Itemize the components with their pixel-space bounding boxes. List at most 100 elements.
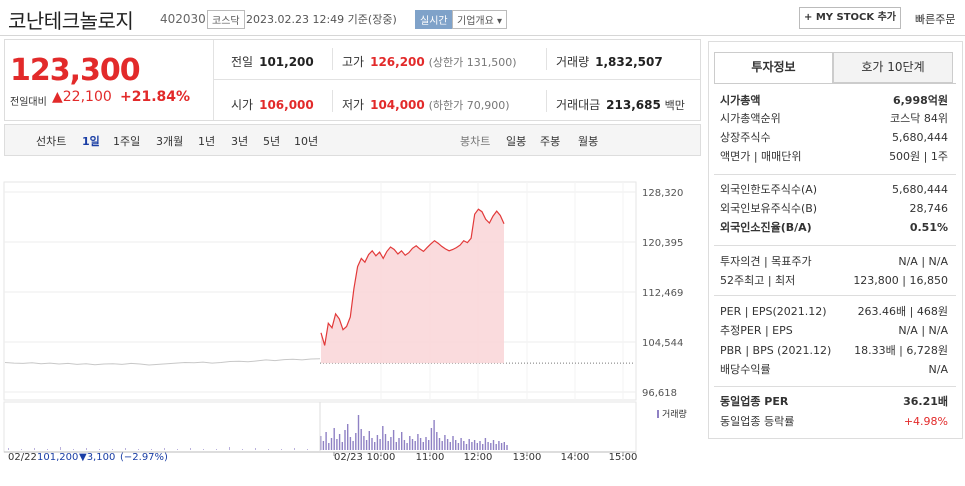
- volume-bar: [476, 443, 478, 450]
- range-tab-1d[interactable]: 1일: [82, 135, 100, 148]
- divider: [332, 90, 333, 112]
- volume-bar: [34, 448, 35, 450]
- range-tab-10y[interactable]: 10년: [294, 135, 319, 148]
- upper-limit: (상한가 131,500): [428, 56, 517, 69]
- stock-name: 코난테크놀로지: [8, 9, 134, 33]
- open: 시가 106,000: [231, 96, 314, 113]
- volume-bar: [395, 442, 397, 450]
- volume-bar: [449, 442, 451, 450]
- low: 저가 104,000 (하한가 70,900): [342, 96, 510, 113]
- low-value: 104,000: [370, 98, 425, 112]
- volume-bar: [506, 445, 508, 450]
- info-row-value: 18.33배 | 6,728원: [854, 344, 948, 357]
- volume-bar: [460, 438, 462, 450]
- change-value: ▲22,100: [52, 89, 112, 105]
- low-label: 저가: [342, 98, 365, 112]
- info-row: 시가총액순위 코스닥 84위: [720, 110, 948, 128]
- info-row: 추정PER | EPS N/A | N/A: [720, 322, 948, 340]
- volume-bar: [406, 443, 408, 450]
- info-row: 액면가 | 매매단위 500원 | 1주: [720, 148, 948, 166]
- info-row-label: PER | EPS(2021.12): [720, 305, 827, 318]
- high-value: 126,200: [370, 55, 425, 69]
- info-row: 52주최고 | 최저 123,800 | 16,850: [720, 272, 948, 290]
- volume-bar: [433, 420, 435, 450]
- range-tab-1y[interactable]: 1년: [198, 135, 216, 148]
- volume-bar: [425, 437, 427, 450]
- stock-header: [0, 0, 965, 36]
- trade-value: 거래대금 213,685 백만: [556, 96, 685, 113]
- volume-bar: [409, 436, 411, 450]
- volume-bar: [352, 441, 354, 450]
- volume-bar: [422, 442, 424, 450]
- volume-bar: [490, 443, 492, 450]
- info-row-value: 28,746: [909, 202, 949, 215]
- divider: [714, 386, 956, 387]
- x-tick-label: 11:00: [416, 452, 445, 463]
- volume-bar: [417, 434, 419, 450]
- y-tick-label: 96,618: [642, 388, 677, 399]
- volume-bar: [498, 441, 500, 450]
- x-tick-label: 12:00: [464, 452, 493, 463]
- volume-bar: [322, 441, 325, 450]
- line-chart-label: 선차트: [36, 135, 67, 148]
- info-row: PER | EPS(2021.12) 263.46배 | 468원: [720, 303, 948, 321]
- info-row-label: 외국인소진율(B/A): [720, 221, 812, 234]
- volume-bar: [242, 449, 243, 450]
- info-row-value: 코스닥 84위: [890, 112, 948, 125]
- realtime-button[interactable]: 실시간: [415, 10, 453, 29]
- volume-bar: [355, 433, 357, 450]
- volume-bar: [446, 439, 449, 450]
- info-row: 동일업종 PER 36.21배: [720, 393, 948, 411]
- tab-invest-info[interactable]: 투자정보: [714, 52, 833, 83]
- volume-bar: [344, 430, 346, 450]
- add-mystock-button[interactable]: + MY STOCK 추가: [799, 7, 901, 29]
- volume-bar: [463, 441, 465, 450]
- x-tick-label: 13:00: [513, 452, 542, 463]
- volume-bar: [216, 449, 217, 450]
- range-tab-3y[interactable]: 3년: [231, 135, 249, 148]
- x-tick-label: 02/23: [334, 452, 363, 463]
- divider: [714, 295, 956, 296]
- quick-order-link[interactable]: 빠른주문: [915, 13, 956, 26]
- divider: [332, 48, 333, 70]
- volume-bar: [371, 438, 373, 450]
- current-price: 123,300: [10, 53, 141, 88]
- info-row-value: 36.21배: [903, 395, 948, 408]
- volume-bar: [125, 448, 126, 450]
- volume-bar: [151, 449, 152, 450]
- price-chart: 128,320 120,395 112,469 104,544 96,618 거래량 0…: [3, 181, 687, 463]
- volume-bar: [430, 428, 433, 450]
- range-tab-5y[interactable]: 5년: [263, 135, 281, 148]
- info-row: 시가총액 6,998억원: [720, 92, 948, 110]
- info-row-label: 추정PER | EPS: [720, 324, 793, 337]
- tab-underline: [714, 83, 956, 84]
- volume-bar: [428, 440, 430, 450]
- info-row: 투자의견 | 목표주가 N/A | N/A: [720, 253, 948, 271]
- price-line: [320, 208, 505, 346]
- volume-bar: [349, 437, 352, 450]
- candle-tab-monthly[interactable]: 월봉: [578, 135, 599, 148]
- volume-bar: [492, 440, 495, 450]
- volume-bar: [503, 442, 505, 450]
- volume-bar: [487, 442, 489, 450]
- divider: [714, 174, 956, 175]
- volume-bar: [341, 442, 343, 450]
- candle-tab-weekly[interactable]: 주봉: [540, 135, 561, 148]
- info-row-label: 투자의견 | 목표주가: [720, 255, 812, 268]
- info-row-value: +4.98%: [903, 415, 948, 428]
- volume-bar: [368, 431, 370, 450]
- volume-legend-swatch: [657, 410, 659, 418]
- y-axis: 128,320 120,395 112,469 104,544 96,618: [642, 188, 683, 399]
- info-row: 외국인소진율(B/A) 0.51%: [720, 219, 948, 237]
- volume-bar: [387, 441, 389, 450]
- volume-bar: [99, 449, 100, 450]
- range-tab-1w[interactable]: 1주일: [113, 135, 141, 148]
- volume-bar: [473, 440, 476, 450]
- tab-orderbook[interactable]: 호가 10단계: [833, 52, 953, 83]
- company-overview-dropdown[interactable]: 기업개요 ▾: [452, 10, 507, 29]
- volume-bar: [268, 449, 269, 450]
- candle-tab-daily[interactable]: 일봉: [506, 135, 527, 148]
- volume-bar: [384, 434, 387, 450]
- divider: [546, 48, 547, 70]
- range-tab-3m[interactable]: 3개월: [156, 135, 184, 148]
